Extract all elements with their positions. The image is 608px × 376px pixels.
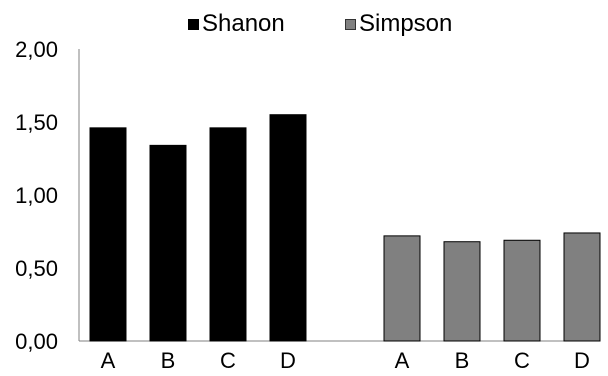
legend-item-shanon: Shanon bbox=[188, 10, 285, 38]
y-tick-label: 1,50 bbox=[15, 110, 58, 135]
bar-shanon-c bbox=[209, 127, 247, 342]
bar-shanon-d bbox=[269, 114, 307, 342]
bar-simpson-a bbox=[383, 235, 421, 342]
legend-item-simpson: Simpson bbox=[345, 10, 452, 38]
x-tick-label: A bbox=[101, 348, 116, 373]
x-tick-label: A bbox=[395, 348, 410, 373]
x-tick-label: B bbox=[455, 348, 470, 373]
bar-simpson-c bbox=[503, 239, 541, 342]
y-tick-label: 1,00 bbox=[15, 183, 58, 208]
x-tick-label: D bbox=[574, 348, 590, 373]
legend-swatch-shanon bbox=[188, 18, 199, 30]
x-tick-label: D bbox=[280, 348, 296, 373]
legend-label-shanon: Shanon bbox=[202, 10, 285, 37]
legend: Shanon Simpson bbox=[0, 10, 608, 40]
bar-simpson-b bbox=[443, 241, 481, 342]
legend-swatch-simpson bbox=[345, 18, 356, 30]
y-tick-label: 2,00 bbox=[15, 37, 58, 62]
y-tick-label: 0,50 bbox=[15, 256, 58, 281]
x-tick-label: B bbox=[161, 348, 176, 373]
bar-simpson-d bbox=[563, 232, 601, 342]
x-tick-label: C bbox=[514, 348, 530, 373]
y-tick-label: 0,00 bbox=[15, 329, 58, 354]
legend-label-simpson: Simpson bbox=[359, 10, 453, 37]
bar-shanon-a bbox=[89, 127, 127, 342]
bar-shanon-b bbox=[149, 144, 187, 342]
x-tick-label: C bbox=[220, 348, 236, 373]
